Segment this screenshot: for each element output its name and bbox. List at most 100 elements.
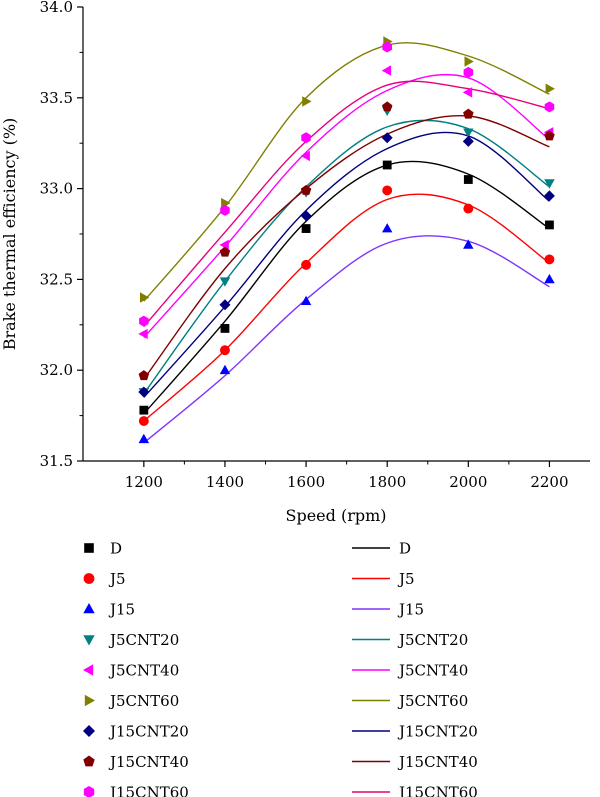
fit-line-j5 bbox=[143, 193, 550, 422]
point-j15cnt20-1200 bbox=[138, 386, 150, 398]
point-j15cnt60-1600 bbox=[301, 132, 311, 144]
fit-line-j5cnt40 bbox=[143, 73, 550, 338]
point-j5cnt60-1200 bbox=[140, 292, 150, 303]
fit-line-j15cnt20 bbox=[143, 131, 550, 398]
point-j15cnt20-2000 bbox=[462, 135, 474, 147]
point-j5cnt40-1600 bbox=[300, 150, 310, 162]
x-axis-title: Speed (rpm) bbox=[285, 506, 386, 525]
legend-label-line-j5cnt60: J5CNT60 bbox=[397, 692, 468, 710]
data-points bbox=[138, 36, 555, 444]
fit-line-j15cnt40 bbox=[143, 114, 550, 380]
legend-marker-j5cnt40 bbox=[83, 664, 94, 676]
point-j5cnt40-1800 bbox=[381, 65, 392, 76]
legend-label-line-j15cnt60: J15CNT60 bbox=[397, 784, 478, 797]
x-tick-label: 2000 bbox=[449, 473, 487, 491]
axes: 1200 1400 1600 1800 2000 2200 31.5 32.0 32.5 33.0… bbox=[40, 0, 569, 491]
point-j5cnt40-1200 bbox=[138, 328, 148, 340]
legend-label-marker-j5cnt60: J5CNT60 bbox=[108, 692, 179, 710]
point-d-2200 bbox=[545, 220, 554, 230]
x-tick-label: 1200 bbox=[125, 473, 163, 491]
point-j5cnt40-2000 bbox=[462, 87, 473, 98]
legend-label-marker-d: D bbox=[110, 540, 122, 558]
point-j15-1400 bbox=[219, 364, 231, 375]
point-j15cnt20-1600 bbox=[300, 210, 312, 222]
legend-label-line-j15cnt40: J15CNT40 bbox=[397, 753, 478, 771]
point-j15cnt40-2200 bbox=[544, 130, 555, 141]
point-j5cnt60-1600 bbox=[302, 96, 312, 107]
point-j15cnt60-2000 bbox=[463, 66, 474, 78]
point-j15cnt40-1400 bbox=[219, 246, 231, 257]
point-j15-1800 bbox=[382, 223, 393, 233]
point-j15cnt60-1400 bbox=[220, 204, 230, 216]
legend-marker-j15cnt20 bbox=[83, 725, 95, 737]
legend-label-marker-j5cnt20: J5CNT20 bbox=[108, 631, 179, 649]
point-j5-1400 bbox=[220, 345, 230, 356]
y-tick-label: 32.0 bbox=[40, 361, 73, 379]
y-axis-title: Brake thermal efficiency (%) bbox=[0, 118, 19, 351]
point-j5-1600 bbox=[301, 259, 312, 270]
legend-label-marker-j5cnt40: J5CNT40 bbox=[108, 662, 179, 680]
legend-marker-j15cnt60 bbox=[83, 786, 95, 797]
point-j5cnt20-2000 bbox=[463, 128, 474, 138]
legend-label-line-d: D bbox=[399, 540, 411, 558]
legend-label-line-j5cnt40: J5CNT40 bbox=[397, 662, 468, 680]
point-j5-1800 bbox=[382, 185, 393, 196]
legend-marker-j5cnt60 bbox=[84, 694, 95, 707]
legend-marker-j5cnt20 bbox=[83, 635, 95, 646]
point-j15cnt60-1200 bbox=[139, 315, 149, 327]
legend-marker-d bbox=[84, 543, 94, 553]
point-d-2000 bbox=[463, 175, 473, 184]
point-j15cnt20-1800 bbox=[381, 132, 393, 144]
point-j15cnt40-2000 bbox=[463, 108, 474, 119]
legend-label-line-j15cnt20: J15CNT20 bbox=[397, 723, 478, 741]
legend-marker-j15cnt40 bbox=[83, 755, 95, 767]
point-j5-1200 bbox=[138, 416, 149, 426]
point-j15cnt60-2200 bbox=[544, 101, 555, 113]
y-tick-label: 34.0 bbox=[40, 0, 73, 16]
fitted-lines bbox=[143, 42, 550, 444]
point-j5cnt20-1400 bbox=[219, 277, 231, 287]
legend-marker-j5 bbox=[83, 573, 95, 584]
point-j15-1200 bbox=[138, 433, 150, 444]
point-j5cnt20-2200 bbox=[544, 179, 555, 189]
legend-label-marker-j15: J15 bbox=[108, 601, 135, 619]
point-j5cnt40-1400 bbox=[219, 239, 229, 251]
point-j15cnt40-1200 bbox=[138, 370, 150, 381]
fit-line-d bbox=[143, 160, 550, 415]
x-tick-label: 2200 bbox=[530, 473, 568, 491]
fit-line-j15cnt60 bbox=[143, 80, 550, 328]
point-j15cnt20-2200 bbox=[543, 190, 555, 202]
point-j15cnt40-1600 bbox=[300, 184, 312, 195]
y-tick-label: 33.5 bbox=[40, 89, 73, 107]
y-tick-label: 32.5 bbox=[40, 270, 73, 288]
point-j15cnt20-1400 bbox=[219, 299, 231, 311]
point-j5cnt60-2000 bbox=[464, 56, 474, 67]
x-tick-label: 1600 bbox=[287, 473, 325, 491]
point-j15cnt40-1800 bbox=[382, 101, 393, 112]
x-tick-label: 1800 bbox=[368, 473, 406, 491]
legend-label-line-j5: J5 bbox=[397, 570, 415, 588]
y-tick-label: 31.5 bbox=[40, 452, 73, 470]
legend: D D J5 J5 J15 J15 J5CNT20 J5CNT20 J5CNT40 J5CNT40… bbox=[83, 540, 478, 797]
point-d-1200 bbox=[139, 405, 149, 415]
point-j15-2000 bbox=[463, 239, 474, 249]
legend-label-marker-j15cnt20: J15CNT20 bbox=[108, 723, 189, 741]
point-j5cnt60-2200 bbox=[545, 83, 555, 94]
legend-marker-j15 bbox=[83, 603, 95, 614]
point-d-1600 bbox=[301, 224, 311, 233]
y-tick-label: 33.0 bbox=[40, 180, 73, 198]
legend-label-marker-j5: J5 bbox=[108, 570, 126, 588]
x-tick-label: 1400 bbox=[206, 473, 244, 491]
legend-label-line-j15: J15 bbox=[397, 601, 424, 619]
fit-line-j5cnt20 bbox=[143, 119, 550, 395]
point-j15-2200 bbox=[544, 273, 555, 284]
point-j15cnt60-1800 bbox=[382, 41, 392, 53]
fit-line-j5cnt60 bbox=[143, 42, 550, 302]
point-j5-2200 bbox=[544, 254, 555, 265]
point-d-1400 bbox=[220, 324, 230, 333]
fit-line-j15 bbox=[143, 235, 550, 444]
point-j15-1600 bbox=[300, 295, 312, 305]
point-j5-2000 bbox=[463, 203, 474, 214]
legend-label-marker-j15cnt60: J15CNT60 bbox=[108, 784, 189, 797]
